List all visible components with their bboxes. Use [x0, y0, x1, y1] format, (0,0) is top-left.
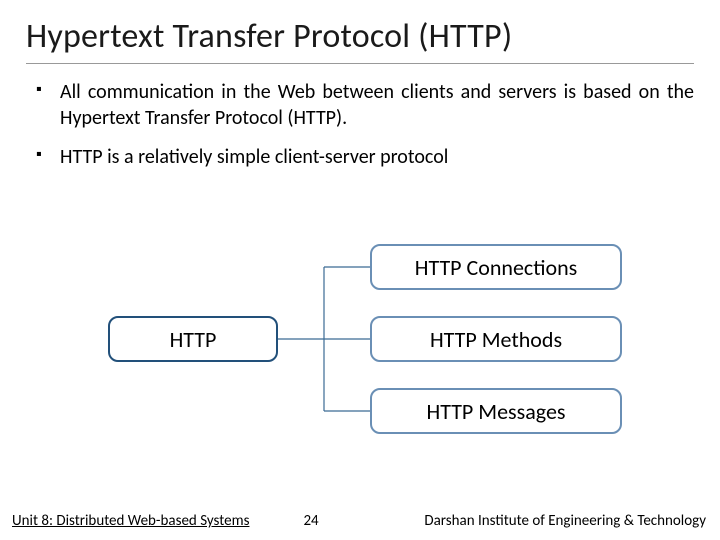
diagram-child-label: HTTP Messages [426, 398, 565, 425]
footer: Unit 8: Distributed Web-based Systems 24… [0, 512, 720, 530]
slide-title: Hypertext Transfer Protocol (HTTP) [26, 16, 694, 64]
footer-page-number: 24 [303, 512, 318, 530]
diagram-child-label: HTTP Methods [430, 326, 562, 353]
bullet-list: All communication in the Web between cli… [26, 80, 694, 171]
bullet-item: HTTP is a relatively simple client-serve… [44, 145, 694, 171]
diagram-child-node: HTTP Connections [370, 244, 622, 290]
footer-unit: Unit 8: Distributed Web-based Systems [12, 512, 249, 530]
diagram-child-node: HTTP Methods [370, 316, 622, 362]
diagram-child-node: HTTP Messages [370, 388, 622, 434]
diagram-child-label: HTTP Connections [415, 254, 578, 281]
bullet-item: All communication in the Web between cli… [44, 80, 694, 131]
footer-institution: Darshan Institute of Engineering & Techn… [424, 512, 706, 530]
diagram-root-node: HTTP [108, 316, 278, 362]
diagram-root-label: HTTP [170, 326, 217, 353]
diagram: HTTP HTTP Connections HTTP Methods HTTP … [0, 232, 720, 452]
slide: Hypertext Transfer Protocol (HTTP) All c… [0, 0, 720, 540]
